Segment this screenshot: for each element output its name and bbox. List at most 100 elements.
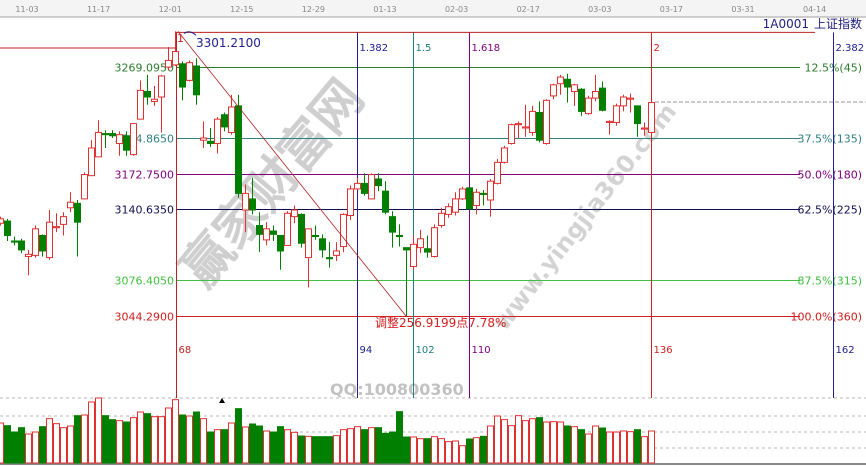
candlestick [599, 81, 606, 112]
candlestick [536, 101, 543, 143]
volume-bar [354, 426, 361, 464]
candle-body [536, 112, 543, 141]
candle-body [53, 226, 60, 229]
candlestick [585, 95, 592, 115]
candlestick [501, 145, 508, 164]
candle-body [557, 76, 564, 85]
candle-body [445, 206, 452, 215]
candle-body [186, 62, 193, 81]
candle-body [46, 221, 53, 259]
candlestick [102, 130, 109, 148]
candlestick [627, 93, 634, 113]
volume-bar [158, 416, 165, 464]
volume-bar [67, 425, 74, 464]
volume-bar [39, 426, 46, 464]
candle-body [151, 98, 158, 102]
candlestick [361, 173, 368, 196]
candlestick [487, 178, 494, 217]
candlestick [11, 236, 18, 246]
candle-body [235, 105, 242, 194]
candlestick [228, 94, 235, 135]
candle-body [291, 209, 298, 218]
candle-body [431, 227, 438, 258]
candle-body [361, 182, 368, 194]
volume-bar [214, 429, 221, 464]
index-symbol: 1A0001 [763, 17, 809, 31]
volume-bar [298, 435, 305, 464]
volume-bar [585, 433, 592, 464]
volume-bar [228, 422, 235, 464]
volume-bar [263, 430, 270, 464]
candlestick [403, 247, 410, 316]
fib-level-value: 3140.6350 [115, 204, 175, 217]
volume-bar [0, 422, 4, 464]
volume-bar [179, 414, 186, 464]
candlestick [466, 187, 473, 210]
candle-body [627, 97, 634, 100]
candlestick [312, 225, 319, 240]
candlestick [473, 188, 480, 215]
volume-bar [480, 435, 487, 464]
volume-bar [403, 436, 410, 464]
candle-body [123, 135, 130, 151]
volume-bar [347, 428, 354, 464]
volume-bar [165, 407, 172, 464]
time-zone-ratio: 1.382 [360, 43, 389, 54]
candle-body [459, 188, 466, 200]
volume-bar [18, 427, 25, 464]
volume-bar [494, 415, 501, 464]
candlestick [389, 211, 396, 248]
volume-bar [564, 425, 571, 464]
candlestick [25, 249, 32, 276]
time-zone-bar-count: 102 [416, 345, 435, 356]
candle-body [368, 174, 375, 200]
candle-body [599, 87, 606, 111]
candlestick [459, 186, 466, 201]
volume-bar [109, 419, 116, 464]
candle-body [88, 147, 95, 177]
volume-bar [221, 429, 228, 464]
candle-body [277, 234, 284, 252]
candlestick [242, 184, 249, 233]
date-tick-label: 12-01 [159, 5, 182, 14]
volume-bar [256, 425, 263, 464]
candle-body [354, 182, 361, 190]
volume-bar [60, 427, 67, 464]
candle-body [193, 65, 200, 96]
volume-bar [340, 429, 347, 464]
candle-body [487, 180, 494, 201]
fib-level-percent: 87.5%(315) [797, 275, 862, 288]
candlestick [319, 234, 326, 258]
date-tick-label: 11-17 [87, 5, 110, 14]
volume-bar [32, 431, 39, 464]
candle-body [606, 120, 613, 123]
candle-body [501, 147, 508, 163]
candle-body [116, 134, 123, 145]
candlestick [445, 203, 452, 218]
candlestick [235, 94, 242, 198]
candle-body [417, 238, 424, 249]
volume-bar [144, 413, 151, 464]
date-tick-label: 02-17 [517, 5, 540, 14]
volume-bar [424, 438, 431, 464]
candle-body [382, 190, 389, 213]
volume-bar [130, 417, 137, 464]
candlestick [32, 225, 39, 258]
volume-bar [592, 425, 599, 464]
candlestick [592, 74, 599, 102]
candle-body [578, 88, 585, 112]
candlestick [382, 181, 389, 215]
candlestick [277, 234, 284, 270]
volume-bar [473, 437, 480, 464]
correction-trend-line [177, 31, 407, 317]
candle-body [564, 78, 571, 88]
marker-triangle-icon [219, 398, 225, 403]
candlestick [578, 88, 585, 116]
volume-bar [95, 397, 102, 464]
time-zone-bar-count: 110 [472, 345, 491, 356]
candle-body [11, 240, 18, 243]
candlestick [88, 140, 95, 177]
volume-bar [4, 425, 11, 464]
volume-bar [487, 425, 494, 464]
